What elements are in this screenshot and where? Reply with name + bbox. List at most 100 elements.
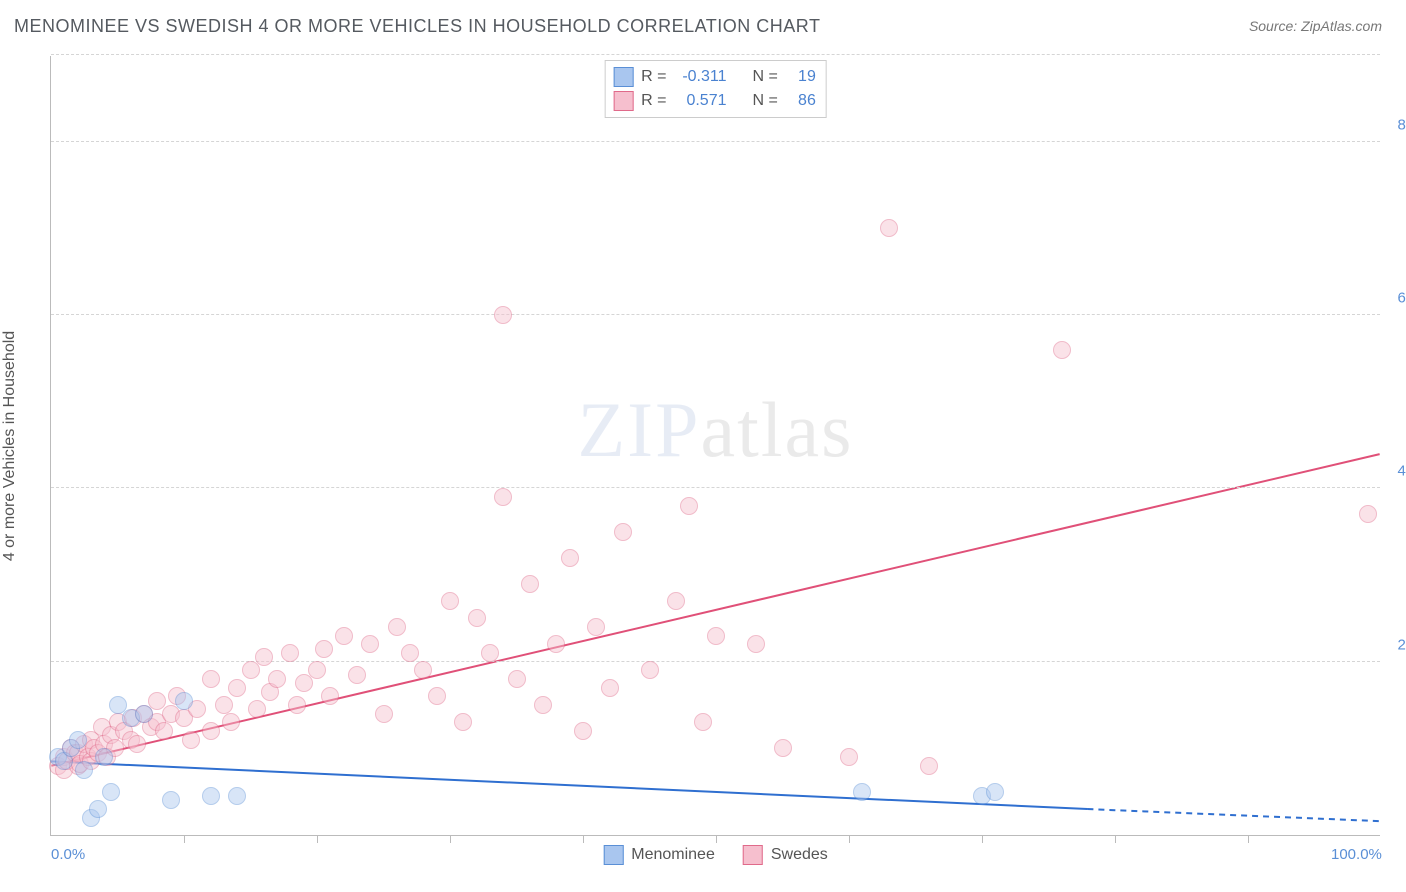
watermark-logo: ZIPatlas bbox=[578, 385, 854, 475]
n-label: N = bbox=[753, 92, 778, 110]
stats-row-swedes: R = 0.571 N = 86 bbox=[613, 89, 816, 113]
legend-label: Menominee bbox=[631, 846, 715, 864]
x-tick-label: 100.0% bbox=[1331, 846, 1382, 863]
swedes-point bbox=[1053, 341, 1071, 359]
swedes-point bbox=[441, 592, 459, 610]
menominee-swatch-icon bbox=[603, 845, 623, 865]
swedes-point bbox=[840, 748, 858, 766]
x-tick bbox=[184, 835, 185, 843]
swedes-point bbox=[614, 523, 632, 541]
menominee-point bbox=[135, 705, 153, 723]
scatter-chart: ZIPatlas R =-0.311N =19R =0.571N =86 Men… bbox=[50, 56, 1380, 836]
grid-line bbox=[51, 314, 1380, 315]
x-tick bbox=[1248, 835, 1249, 843]
swedes-point bbox=[774, 739, 792, 757]
trend-lines-layer bbox=[51, 56, 1380, 835]
swedes-point bbox=[680, 497, 698, 515]
y-tick-label: 60.0% bbox=[1397, 290, 1406, 307]
swedes-point bbox=[348, 666, 366, 684]
x-tick bbox=[1115, 835, 1116, 843]
y-tick-label: 20.0% bbox=[1397, 636, 1406, 653]
n-value: 86 bbox=[786, 92, 816, 110]
menominee-point bbox=[89, 800, 107, 818]
n-label: N = bbox=[753, 68, 778, 86]
x-tick bbox=[317, 835, 318, 843]
menominee-point bbox=[75, 761, 93, 779]
swedes-point bbox=[228, 679, 246, 697]
swedes-point bbox=[321, 687, 339, 705]
legend-item-menominee[interactable]: Menominee bbox=[603, 845, 715, 865]
legend-item-swedes[interactable]: Swedes bbox=[743, 845, 828, 865]
swedes-swatch-icon bbox=[743, 845, 763, 865]
swedes-point bbox=[494, 488, 512, 506]
r-value: -0.311 bbox=[675, 68, 727, 86]
chart-title: MENOMINEE VS SWEDISH 4 OR MORE VEHICLES … bbox=[14, 16, 820, 37]
swedes-point bbox=[601, 679, 619, 697]
menominee-point bbox=[228, 787, 246, 805]
swedes-point bbox=[248, 700, 266, 718]
watermark-bold: ZIP bbox=[578, 386, 701, 473]
swedes-point bbox=[508, 670, 526, 688]
source-value: ZipAtlas.com bbox=[1301, 18, 1382, 34]
y-tick-label: 40.0% bbox=[1397, 463, 1406, 480]
swedes-point bbox=[920, 757, 938, 775]
trend-line bbox=[51, 454, 1379, 766]
swedes-point bbox=[494, 306, 512, 324]
y-tick-label: 80.0% bbox=[1397, 116, 1406, 133]
x-tick bbox=[982, 835, 983, 843]
y-axis-label: 4 or more Vehicles in Household bbox=[1, 331, 19, 561]
swedes-point bbox=[880, 219, 898, 237]
x-tick bbox=[583, 835, 584, 843]
menominee-point bbox=[986, 783, 1004, 801]
swedes-point bbox=[481, 644, 499, 662]
swedes-point bbox=[155, 722, 173, 740]
swedes-swatch-icon bbox=[613, 91, 633, 111]
legend: Menominee Swedes bbox=[603, 845, 828, 865]
r-label: R = bbox=[641, 68, 666, 86]
swedes-point bbox=[667, 592, 685, 610]
swedes-point bbox=[521, 575, 539, 593]
x-tick bbox=[849, 835, 850, 843]
swedes-point bbox=[561, 549, 579, 567]
swedes-point bbox=[401, 644, 419, 662]
swedes-point bbox=[1359, 505, 1377, 523]
r-value: 0.571 bbox=[675, 92, 727, 110]
swedes-point bbox=[335, 627, 353, 645]
swedes-point bbox=[222, 713, 240, 731]
menominee-point bbox=[202, 787, 220, 805]
swedes-point bbox=[128, 735, 146, 753]
swedes-point bbox=[707, 627, 725, 645]
swedes-point bbox=[454, 713, 472, 731]
menominee-point bbox=[175, 692, 193, 710]
legend-label: Swedes bbox=[771, 846, 828, 864]
swedes-point bbox=[255, 648, 273, 666]
swedes-point bbox=[747, 635, 765, 653]
source-label: Source: bbox=[1249, 18, 1297, 34]
swedes-point bbox=[388, 618, 406, 636]
menominee-point bbox=[69, 731, 87, 749]
menominee-point bbox=[102, 783, 120, 801]
swedes-point bbox=[587, 618, 605, 636]
swedes-point bbox=[202, 670, 220, 688]
swedes-point bbox=[308, 661, 326, 679]
swedes-point bbox=[361, 635, 379, 653]
x-tick bbox=[716, 835, 717, 843]
swedes-point bbox=[182, 731, 200, 749]
swedes-point bbox=[268, 670, 286, 688]
menominee-point bbox=[162, 791, 180, 809]
r-label: R = bbox=[641, 92, 666, 110]
x-tick-label: 0.0% bbox=[51, 846, 85, 863]
correlation-stats-box: R =-0.311N =19R =0.571N =86 bbox=[604, 60, 827, 118]
menominee-point bbox=[853, 783, 871, 801]
stats-row-menominee: R =-0.311N =19 bbox=[613, 65, 816, 89]
swedes-point bbox=[315, 640, 333, 658]
menominee-point bbox=[95, 748, 113, 766]
trend-line bbox=[1087, 809, 1379, 821]
swedes-point bbox=[288, 696, 306, 714]
swedes-point bbox=[468, 609, 486, 627]
grid-line bbox=[51, 487, 1380, 488]
source-attribution: Source: ZipAtlas.com bbox=[1249, 18, 1382, 34]
grid-line bbox=[51, 54, 1380, 55]
swedes-point bbox=[534, 696, 552, 714]
swedes-point bbox=[281, 644, 299, 662]
